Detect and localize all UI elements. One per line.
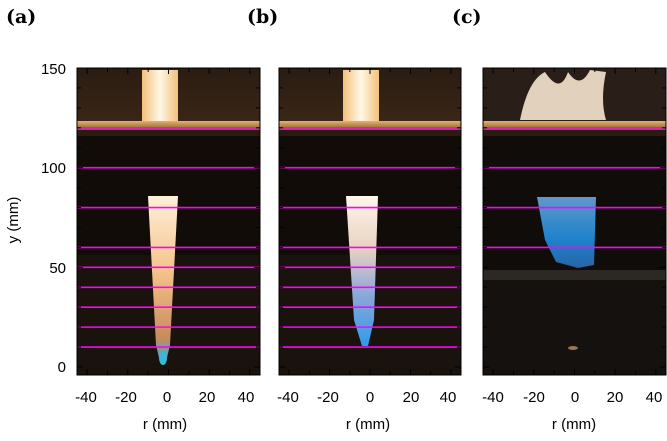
x-tick-label: -40 [75, 389, 97, 406]
x-tick-label: 40 [646, 389, 663, 406]
measurement-lines-c [483, 127, 666, 249]
x-tick-label: 40 [440, 389, 457, 406]
x-tick-labels-c: -40 -20 0 20 40 r (mm) [482, 389, 662, 433]
x-tick-label: -20 [523, 389, 545, 406]
upper-burner-glow-a [142, 70, 178, 121]
x-tick-label: 20 [607, 389, 624, 406]
y-tick-label: 50 [49, 260, 66, 277]
y-tick-label: 150 [41, 61, 66, 78]
x-axis-title-b: r (mm) [346, 416, 390, 433]
panel-a [77, 68, 260, 375]
x-axis-title-c: r (mm) [552, 416, 596, 433]
measurement-lines-b [279, 127, 461, 348]
flame-c [537, 197, 596, 268]
x-tick-label: -40 [482, 389, 504, 406]
x-tick-label: -20 [115, 389, 137, 406]
panel-c [483, 68, 666, 375]
y-tick-label: 100 [41, 160, 66, 177]
flame-b [346, 196, 378, 346]
x-tick-label: -20 [317, 389, 339, 406]
x-tick-label: 0 [163, 389, 171, 406]
x-tick-label: 0 [571, 389, 579, 406]
panel-a-label: (a) [6, 6, 37, 28]
upper-burner-glow-b [343, 70, 379, 121]
measurement-lines-a [77, 127, 260, 348]
x-tick-labels-b: -40 -20 0 20 40 r (mm) [277, 389, 456, 433]
upper-flame-c [520, 70, 606, 120]
x-tick-label: 40 [238, 389, 255, 406]
x-tick-label: 0 [366, 389, 374, 406]
x-tick-label: 20 [403, 389, 420, 406]
panel-b-label: (b) [247, 6, 279, 28]
y-axis-title: y (mm) [5, 197, 22, 244]
x-tick-labels-a: -40 -20 0 20 40 r (mm) [75, 389, 254, 433]
panel-c-label: (c) [452, 6, 482, 28]
y-tick-label: 0 [58, 359, 66, 376]
flame-a [148, 196, 178, 362]
x-axis-title-a: r (mm) [143, 416, 187, 433]
panel-b [279, 68, 461, 375]
x-tick-label: -40 [277, 389, 299, 406]
x-tick-label: 20 [199, 389, 216, 406]
